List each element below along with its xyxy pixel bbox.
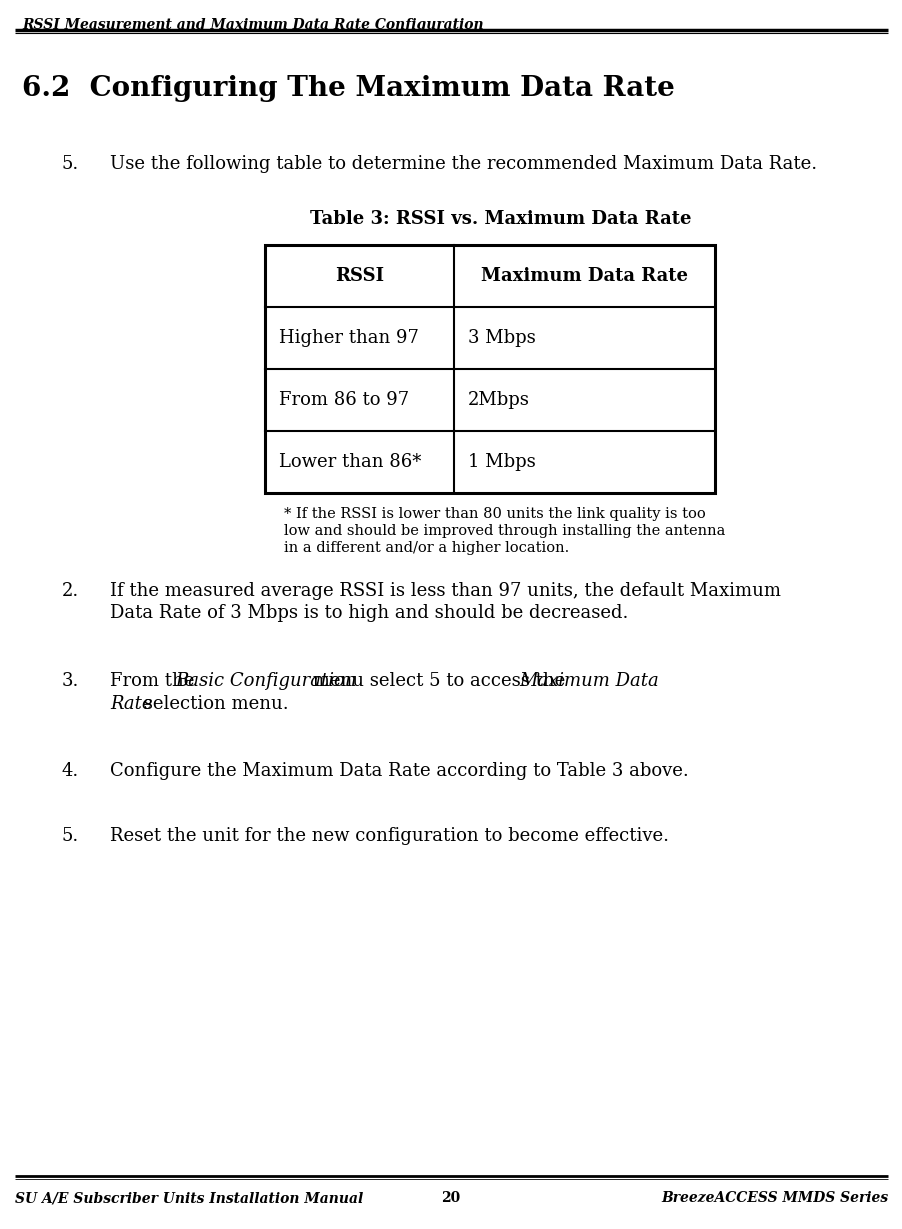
Text: 2.: 2. bbox=[62, 583, 79, 600]
Text: * If the RSSI is lower than 80 units the link quality is too: * If the RSSI is lower than 80 units the… bbox=[284, 508, 705, 521]
Text: Higher than 97: Higher than 97 bbox=[279, 329, 419, 347]
Text: From the: From the bbox=[110, 672, 200, 689]
Text: Rate: Rate bbox=[110, 696, 152, 713]
Text: RSSI Measurement and Maximum Data Rate Configuration: RSSI Measurement and Maximum Data Rate C… bbox=[22, 18, 483, 32]
Text: low and should be improved through installing the antenna: low and should be improved through insta… bbox=[284, 524, 724, 538]
Text: 6.2  Configuring The Maximum Data Rate: 6.2 Configuring The Maximum Data Rate bbox=[22, 75, 674, 102]
Text: SU A/E Subscriber Units Installation Manual: SU A/E Subscriber Units Installation Man… bbox=[15, 1191, 363, 1204]
Bar bbox=[264, 245, 714, 493]
Text: in a different and/or a higher location.: in a different and/or a higher location. bbox=[284, 541, 568, 556]
Text: selection menu.: selection menu. bbox=[138, 696, 288, 713]
Text: 1 Mbps: 1 Mbps bbox=[467, 454, 535, 471]
Text: 4.: 4. bbox=[62, 762, 79, 780]
Text: 5.: 5. bbox=[62, 155, 79, 173]
Text: menu select 5 to access the: menu select 5 to access the bbox=[307, 672, 571, 689]
Text: Lower than 86*: Lower than 86* bbox=[279, 454, 421, 471]
Text: Maximum Data Rate: Maximum Data Rate bbox=[481, 267, 687, 285]
Text: From 86 to 97: From 86 to 97 bbox=[279, 391, 409, 409]
Text: 5.: 5. bbox=[62, 827, 79, 846]
Text: Table 3: RSSI vs. Maximum Data Rate: Table 3: RSSI vs. Maximum Data Rate bbox=[309, 210, 691, 229]
Text: Reset the unit for the new configuration to become effective.: Reset the unit for the new configuration… bbox=[110, 827, 668, 846]
Text: Maximum Data: Maximum Data bbox=[519, 672, 658, 689]
Text: Basic Configuration: Basic Configuration bbox=[176, 672, 357, 689]
Text: 2Mbps: 2Mbps bbox=[467, 391, 529, 409]
Text: RSSI: RSSI bbox=[335, 267, 383, 285]
Text: 20: 20 bbox=[441, 1191, 460, 1204]
Text: BreezeACCESS MMDS Series: BreezeACCESS MMDS Series bbox=[660, 1191, 887, 1204]
Text: Data Rate of 3 Mbps is to high and should be decreased.: Data Rate of 3 Mbps is to high and shoul… bbox=[110, 603, 628, 622]
Text: Use the following table to determine the recommended Maximum Data Rate.: Use the following table to determine the… bbox=[110, 155, 816, 173]
Text: If the measured average RSSI is less than 97 units, the default Maximum: If the measured average RSSI is less tha… bbox=[110, 583, 780, 600]
Text: 3.: 3. bbox=[62, 672, 79, 689]
Text: 3 Mbps: 3 Mbps bbox=[467, 329, 535, 347]
Text: Configure the Maximum Data Rate according to Table 3 above.: Configure the Maximum Data Rate accordin… bbox=[110, 762, 688, 780]
